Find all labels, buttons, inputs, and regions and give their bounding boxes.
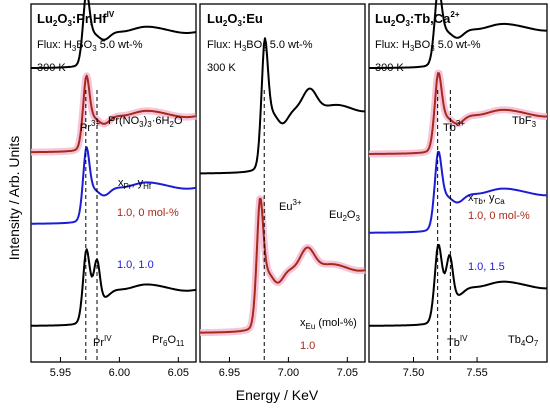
x-tick-label: 7.00 xyxy=(278,367,299,379)
ion-label-3plus: Tb3+ xyxy=(443,119,465,134)
spectra-group xyxy=(28,0,199,327)
panel-title: Lu2O3:Eu xyxy=(207,11,263,28)
panel-title: Lu2O3:Tb,Ca2+ xyxy=(375,10,460,28)
reference-label-top: Pr(NO3)3·6H2O xyxy=(108,115,183,129)
spectrum-line-3 xyxy=(368,243,547,327)
x-tick-label: 7.50 xyxy=(403,367,424,379)
panel-terbium: 7.50 7.55 Lu2O3:Tb,Ca2+ Flux: H3BO3 5.0 w… xyxy=(366,0,550,379)
reference-label-top: Eu2O3 xyxy=(329,209,360,223)
x-tick-label: 5.95 xyxy=(50,367,71,379)
spectra-group xyxy=(366,0,550,327)
x-tick-label: 6.05 xyxy=(168,367,189,379)
spectrum-line-2 xyxy=(30,146,197,225)
x-tick-label: 7.55 xyxy=(466,367,487,379)
flux-label: Flux: H3BO3 5.0 wt-% xyxy=(375,39,481,53)
spectra-group xyxy=(197,37,368,337)
temperature-label: 300 K xyxy=(207,62,236,74)
reference-label-top: TbF3 xyxy=(512,115,537,129)
spectrum-line-0 xyxy=(199,37,366,175)
concentration-label-2: 1.0, 1.0 xyxy=(117,259,154,271)
panel-praseodymium: 5.95 6.00 6.05 Lu2O3:Pr,HfIV Flux: H3BO3 5… xyxy=(28,0,199,379)
x-tick-label: 6.95 xyxy=(219,367,240,379)
spectrum-line-0 xyxy=(368,0,547,70)
spectrum-line-0 xyxy=(30,0,197,69)
concentration-label-1: 1.0, 0 mol-% xyxy=(468,210,530,222)
flux-label: Flux: H3BO3 5.0 wt-% xyxy=(207,39,313,53)
panel-europium: 6.95 7.00 7.05 Lu2O3:Eu Flux: H3BO3 5.0 wt… xyxy=(197,3,368,379)
ion-label-3plus: Pr3+ xyxy=(80,119,100,134)
ion-label-3plus: Eu3+ xyxy=(279,198,302,213)
edge-markers xyxy=(437,90,451,362)
reference-label-bottom: Pr6O11 xyxy=(152,334,185,348)
spectrum-line-1 xyxy=(368,72,547,155)
x-ticks: 7.50 7.55 xyxy=(403,357,488,379)
temperature-label: 300 K xyxy=(37,62,66,74)
panel-frame xyxy=(199,3,366,363)
spectrum-line-1 xyxy=(30,74,197,154)
x-tick-label: 6.00 xyxy=(109,367,130,379)
reference-label-bottom: Tb4O7 xyxy=(508,334,539,348)
x-axis-label: Energy / KeV xyxy=(236,387,319,403)
y-axis-label: Intensity / Arb. Units xyxy=(6,136,22,261)
panel-frame xyxy=(368,3,548,363)
panel-frame xyxy=(30,3,197,363)
spectrum-line-2 xyxy=(368,150,547,234)
concentration-label-1: 1.0 xyxy=(300,340,315,352)
temperature-label: 300 K xyxy=(375,62,404,74)
x-tick-label: 7.05 xyxy=(337,367,358,379)
spectrum-line-1 xyxy=(199,197,366,334)
x-ticks: 5.95 6.00 6.05 xyxy=(50,357,189,379)
ion-label-4plus: PrIV xyxy=(93,334,112,349)
ion-label-4plus: TbIV xyxy=(447,334,468,349)
panel-title: Lu2O3:Pr,HfIV xyxy=(37,10,115,28)
spectrum-line-3 xyxy=(30,248,197,327)
edge-markers xyxy=(85,90,98,362)
spectrum-error-band xyxy=(366,69,550,158)
concentration-variables: xTb, yCa xyxy=(468,192,505,206)
x-ticks: 6.95 7.00 7.05 xyxy=(219,357,358,379)
concentration-variables: xPr, yHf xyxy=(118,177,152,191)
concentration-label-2: 1.0, 1.5 xyxy=(468,261,505,273)
concentration-label-1: 1.0, 0 mol-% xyxy=(117,207,179,219)
flux-label: Flux: H3BO3 5.0 wt-% xyxy=(37,39,143,53)
concentration-variables: xEu (mol-%) xyxy=(300,317,357,331)
